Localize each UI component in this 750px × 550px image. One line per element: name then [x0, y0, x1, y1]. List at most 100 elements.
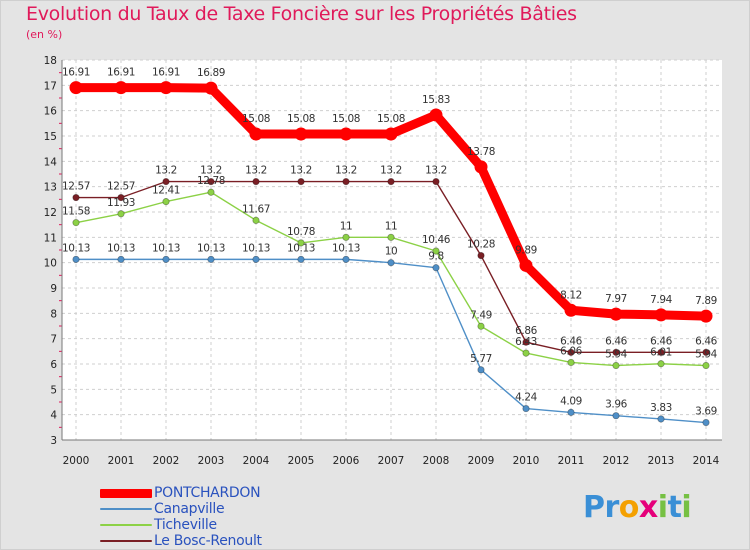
data-point	[162, 178, 170, 186]
data-point	[522, 338, 530, 346]
data-point	[474, 160, 488, 174]
data-point	[297, 255, 305, 263]
data-point	[342, 178, 350, 186]
legend-swatch	[100, 540, 152, 542]
y-tick-label: 8	[50, 308, 57, 320]
y-tick-label: 11	[44, 232, 57, 244]
data-label: 5.77	[470, 353, 492, 365]
x-tick-label: 2011	[558, 455, 585, 467]
data-label: 8.12	[560, 289, 582, 301]
legend-swatch	[100, 524, 152, 526]
data-point	[162, 198, 170, 206]
data-label: 12.57	[107, 181, 135, 193]
x-tick-label: 2013	[648, 455, 675, 467]
data-point	[252, 255, 260, 263]
data-point	[477, 322, 485, 330]
proxiti-logo: Proxiti	[583, 490, 692, 525]
data-point	[654, 308, 668, 322]
x-tick-label: 2012	[603, 455, 630, 467]
x-tick-label: 2009	[468, 455, 495, 467]
data-label: 11.67	[242, 203, 270, 215]
data-label: 6.46	[605, 335, 627, 347]
data-point	[162, 255, 170, 263]
data-point	[339, 127, 353, 141]
series-points	[69, 81, 713, 427]
data-point	[609, 307, 623, 321]
data-point	[297, 178, 305, 186]
data-labels: 16.91 16.91 16.91 16.89 15.08 15.08 15.08 15.08…	[62, 67, 718, 418]
logo-letter: t	[667, 490, 682, 525]
data-label: 10.78	[287, 226, 315, 238]
data-label: 6.06	[560, 345, 582, 357]
logo-letter: o	[618, 490, 640, 525]
legend-label: Ticheville	[154, 517, 217, 533]
y-tick-label: 13	[44, 182, 57, 194]
data-point	[387, 233, 395, 241]
legend-swatch	[100, 508, 152, 510]
data-label: 16.91	[152, 67, 180, 79]
data-label: 10.46	[422, 234, 451, 246]
data-point	[117, 193, 125, 202]
logo-letter: x	[638, 490, 658, 525]
data-point	[432, 247, 440, 255]
data-label: 15.08	[287, 113, 315, 125]
data-point	[387, 259, 395, 267]
data-label: 6.46	[695, 335, 717, 347]
chart-title: Evolution du Taux de Taxe Foncière sur l…	[26, 3, 577, 25]
y-tick-label: 17	[44, 80, 57, 92]
data-point	[72, 193, 80, 202]
data-label: 6.01	[650, 347, 672, 359]
data-point	[297, 239, 305, 247]
data-label: 15.08	[242, 113, 270, 125]
y-tick-label: 16	[44, 106, 58, 118]
data-label: 15.83	[422, 94, 450, 106]
data-label: 16.89	[197, 67, 225, 79]
data-label: 7.89	[695, 295, 717, 307]
data-point	[657, 415, 665, 423]
data-label: 4.24	[515, 392, 537, 404]
data-label: 10.13	[332, 242, 360, 254]
data-label: 6.46	[560, 335, 582, 347]
y-tick-label: 10	[44, 258, 57, 270]
data-point	[117, 255, 125, 263]
data-point	[612, 361, 620, 370]
data-point	[252, 178, 260, 186]
data-label: 10.28	[467, 239, 495, 251]
x-tick-labels: 2000 2001 2002 2003 2004 2005 2006 2007 2008 2009…	[63, 455, 720, 467]
data-point	[384, 127, 398, 141]
logo-letter: r	[604, 490, 620, 525]
data-label: 3.83	[650, 402, 672, 414]
data-label: 12.57	[62, 181, 90, 193]
data-label: 10.13	[287, 242, 315, 254]
data-label: 16.91	[62, 67, 90, 79]
data-point	[204, 81, 218, 95]
data-point	[207, 188, 215, 196]
data-point	[249, 127, 263, 141]
data-label: 13.2	[380, 165, 402, 177]
legend: PONTCHARDON Canapville Ticheville Le Bosc-R…	[100, 485, 400, 549]
legend-label: Le Bosc-Renoult	[154, 533, 262, 549]
plot-area	[62, 60, 722, 440]
y-axis-unit: (en %)	[26, 28, 63, 41]
logo-letter: i	[657, 490, 668, 525]
data-label: 7.49	[470, 309, 492, 321]
x-tick-label: 2010	[513, 455, 540, 467]
data-point	[567, 408, 575, 416]
x-tick-label: 2014	[693, 455, 720, 467]
y-tick-label: 18	[44, 55, 57, 67]
y-tick-label: 4	[50, 410, 57, 422]
data-label: 13.2	[425, 165, 447, 177]
data-label: 15.08	[332, 113, 360, 125]
data-label: 12.78	[197, 175, 225, 187]
data-label: 12.41	[152, 185, 180, 197]
data-label: 11.58	[62, 206, 90, 218]
data-label: 13.2	[200, 165, 222, 177]
data-label: 3.69	[695, 406, 717, 418]
data-label: 13.2	[155, 165, 177, 177]
data-label: 9.8	[428, 251, 444, 263]
data-point	[114, 81, 128, 95]
data-label: 10.13	[242, 242, 270, 254]
data-label: 4.09	[560, 395, 582, 407]
data-point	[519, 258, 533, 272]
logo-letter: P	[583, 490, 605, 525]
